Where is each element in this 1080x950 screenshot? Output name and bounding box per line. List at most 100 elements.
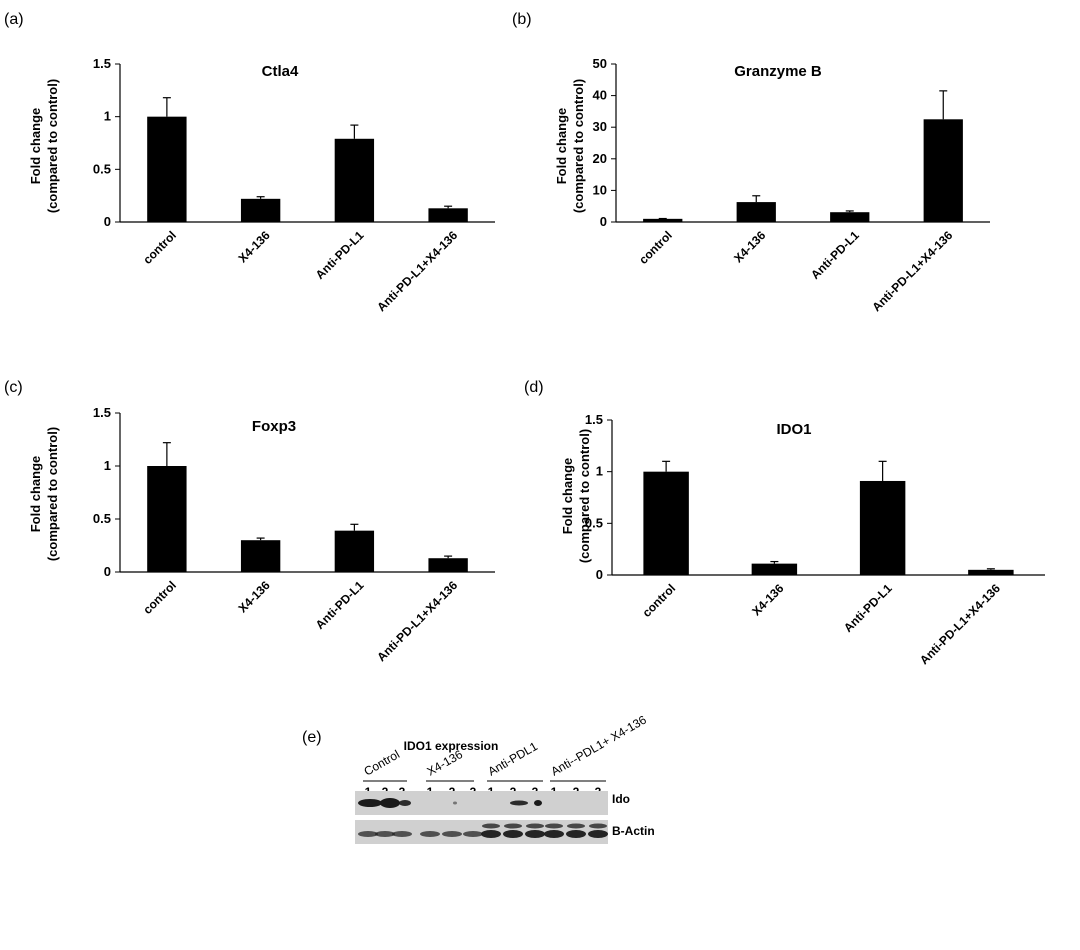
bar-a — [334, 138, 375, 222]
chart-title-a: Ctla4 — [262, 63, 299, 80]
y-tick-label-c: 1.5 — [93, 405, 111, 420]
x-tick-label-d: X4-136 — [749, 581, 786, 618]
blot-band-actin — [481, 830, 501, 838]
x-tick-label-d: control — [640, 581, 679, 620]
blot-band-actin-upper — [504, 823, 522, 829]
blot-row-strips — [355, 791, 608, 844]
x-tick-label-b: control — [636, 228, 675, 267]
chart-title-b: Granzyme B — [734, 63, 822, 80]
blot-band-ido — [358, 799, 382, 807]
x-tick-label-b: X4-136 — [731, 228, 768, 265]
chart-title-d: IDO1 — [776, 421, 811, 438]
y-axis-label-line1-c: Fold change — [28, 456, 43, 533]
bar-c — [428, 558, 468, 572]
bar-c — [334, 530, 375, 572]
bar-d — [859, 480, 906, 575]
blot-band-actin — [420, 831, 440, 837]
bar-d — [643, 471, 689, 575]
x-tick-label-b: Anti-PD-L1 — [808, 228, 862, 282]
blot-band-actin — [358, 831, 378, 837]
blot-band-ido — [453, 801, 457, 805]
y-tick-label-a: 0.5 — [93, 161, 111, 176]
blot-band-actin — [525, 830, 545, 838]
bar-a — [147, 116, 187, 222]
y-tick-label-b: 50 — [593, 56, 607, 71]
y-axis-label-line2-a: (compared to control) — [45, 79, 60, 213]
y-tick-label-a: 1 — [104, 109, 111, 124]
blot-band-actin-upper — [482, 823, 500, 829]
y-tick-label-b: 40 — [593, 88, 607, 103]
x-tick-label-a: control — [140, 228, 179, 267]
chart-title-c: Foxp3 — [252, 418, 296, 435]
panel-label-d: (d) — [524, 379, 544, 396]
x-tick-label-a: Anti-PD-L1 — [313, 228, 367, 282]
x-tick-label-d: Anti-PD-L1+X4-136 — [917, 581, 1003, 667]
western-blot-panel: (e) IDO1 expression Control X4-136 Anti-PD… — [302, 712, 655, 844]
blot-band-ido — [510, 800, 528, 806]
bar-a — [428, 208, 468, 222]
x-tick-label-c: X4-136 — [235, 578, 272, 615]
y-tick-label-b: 10 — [593, 182, 607, 197]
blot-group-label: Anti--PDL1+ X4-136 — [549, 712, 650, 778]
bar-b — [923, 119, 963, 222]
bar-a — [240, 198, 281, 222]
y-tick-label-a: 1.5 — [93, 56, 111, 71]
panel-label-c: (c) — [4, 379, 23, 396]
x-tick-label-d: Anti-PD-L1 — [841, 581, 895, 635]
bar-b — [830, 212, 870, 222]
panel-label-a: (a) — [4, 11, 24, 28]
blot-group-label: Control — [362, 747, 403, 778]
blot-band-ido — [534, 800, 542, 806]
y-tick-label-d: 0.5 — [585, 515, 603, 530]
x-tick-label-c: Anti-PD-L1+X4-136 — [374, 578, 460, 664]
blot-band-actin-upper — [567, 823, 585, 829]
bar-c — [240, 540, 281, 572]
chart-panel-b: (b) Granzyme B Fold change (compared to … — [512, 11, 990, 314]
x-tick-label-a: Anti-PD-L1+X4-136 — [374, 228, 460, 314]
y-axis-label-line1-a: Fold change — [28, 108, 43, 185]
y-axis-label-line1-b: Fold change — [554, 108, 569, 185]
y-axis-label-line2-b: (compared to control) — [571, 79, 586, 213]
bar-d — [968, 569, 1014, 575]
y-tick-label-b: 0 — [600, 214, 607, 229]
blot-title: IDO1 expression — [404, 739, 499, 753]
x-tick-label-c: Anti-PD-L1 — [313, 578, 367, 632]
blot-band-actin-upper — [526, 823, 544, 829]
blot-band-ido — [399, 800, 411, 806]
bar-d — [751, 563, 798, 575]
y-tick-label-d: 1.5 — [585, 412, 603, 427]
chart-panel-d: (d) IDO1 Fold change (compared to contro… — [524, 379, 1045, 667]
blot-band-actin — [544, 830, 564, 838]
panel-label-e: (e) — [302, 729, 322, 746]
y-tick-label-a: 0 — [104, 214, 111, 229]
y-axis-label-line2-c: (compared to control) — [45, 427, 60, 561]
y-tick-label-c: 0 — [104, 564, 111, 579]
x-tick-label-a: X4-136 — [235, 228, 272, 265]
blot-band-ido — [380, 798, 400, 808]
chart-panel-a: (a) Ctla4 Fold change (compared to contr… — [4, 11, 495, 314]
chart-panel-c: (c) Foxp3 Fold change (compared to contr… — [4, 379, 495, 664]
blot-band-actin-upper — [589, 823, 607, 829]
blot-band-actin — [442, 831, 462, 837]
blot-band-actin — [566, 830, 586, 838]
blot-band-actin-upper — [545, 823, 563, 829]
blot-band-actin — [588, 830, 608, 838]
y-axis-label-line2-d: (compared to control) — [577, 429, 592, 563]
x-tick-label-c: control — [140, 578, 179, 617]
blot-row-label-actin: B-Actin — [612, 824, 655, 838]
y-tick-label-d: 1 — [596, 464, 603, 479]
bar-b — [736, 202, 776, 222]
blot-band-actin — [392, 831, 412, 837]
blot-row-label-ido: Ido — [612, 792, 630, 806]
y-tick-label-d: 0 — [596, 567, 603, 582]
y-tick-label-c: 0.5 — [93, 511, 111, 526]
y-tick-label-b: 30 — [593, 119, 607, 134]
blot-band-actin — [503, 830, 523, 838]
bar-c — [147, 466, 187, 572]
y-tick-label-c: 1 — [104, 458, 111, 473]
blot-band-actin — [463, 831, 483, 837]
y-tick-label-b: 20 — [593, 151, 607, 166]
panel-label-b: (b) — [512, 11, 532, 28]
x-tick-label-b: Anti-PD-L1+X4-136 — [869, 228, 955, 314]
